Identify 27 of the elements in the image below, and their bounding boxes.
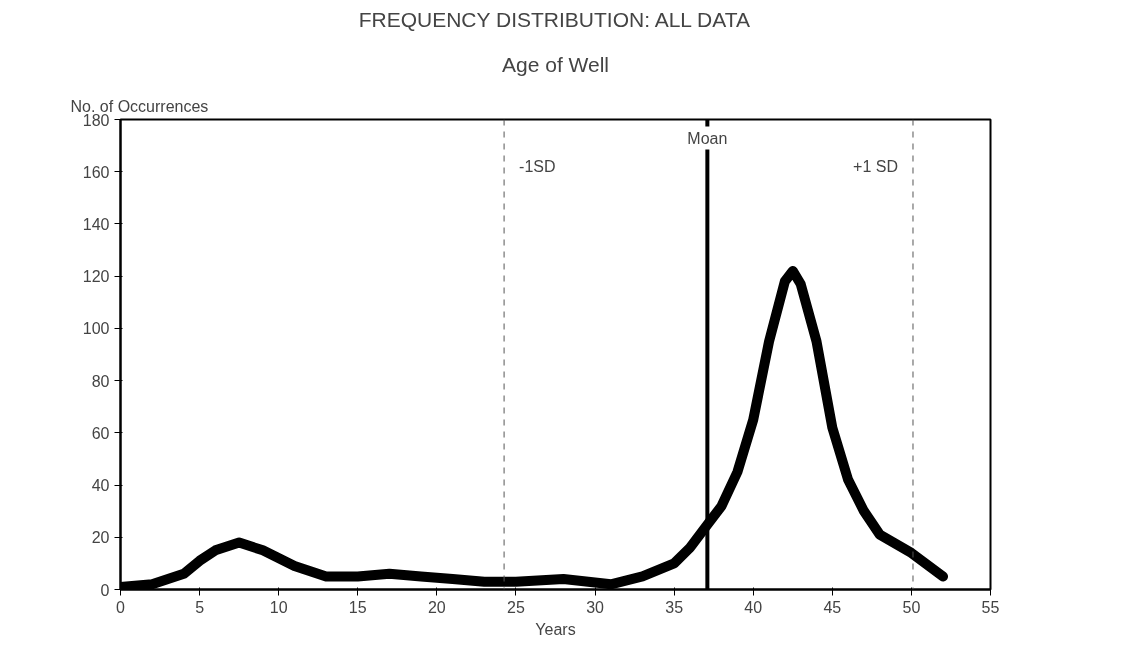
x-tick-label: 10 (269, 598, 288, 616)
y-tick-label: 160 (82, 163, 110, 181)
chart-title: FREQUENCY DISTRIBUTION: ALL DATA (358, 7, 750, 31)
x-tick-label: 55 (981, 598, 1000, 616)
ref-line-label: +1 SD (853, 157, 898, 175)
y-tick-label: 140 (82, 215, 110, 233)
y-tick-label: 60 (91, 424, 110, 442)
x-tick-label: 45 (823, 598, 842, 616)
x-tick-label: 40 (744, 598, 763, 616)
x-tick-label: 0 (116, 598, 126, 616)
x-tick-label: 30 (586, 598, 605, 616)
y-tick-label: 80 (91, 372, 110, 390)
y-tick-label: 120 (82, 268, 110, 286)
x-tick-label: 20 (427, 598, 446, 616)
ref-line-label: -1SD (519, 157, 556, 175)
x-tick-label: 35 (665, 598, 684, 616)
y-tick-label: 40 (91, 477, 110, 495)
x-axis-title: Years (535, 620, 576, 638)
x-tick-label: 15 (348, 598, 367, 616)
x-tick-label: 50 (902, 598, 921, 616)
x-tick-label: 25 (507, 598, 525, 616)
chart-subtitle: Age of Well (502, 52, 609, 76)
x-tick-label: 5 (195, 598, 205, 616)
ref-line-label: Moan (687, 129, 728, 147)
y-tick-label: 100 (82, 320, 110, 338)
y-tick-label: 0 (100, 581, 110, 599)
y-tick-label: 20 (91, 529, 110, 547)
